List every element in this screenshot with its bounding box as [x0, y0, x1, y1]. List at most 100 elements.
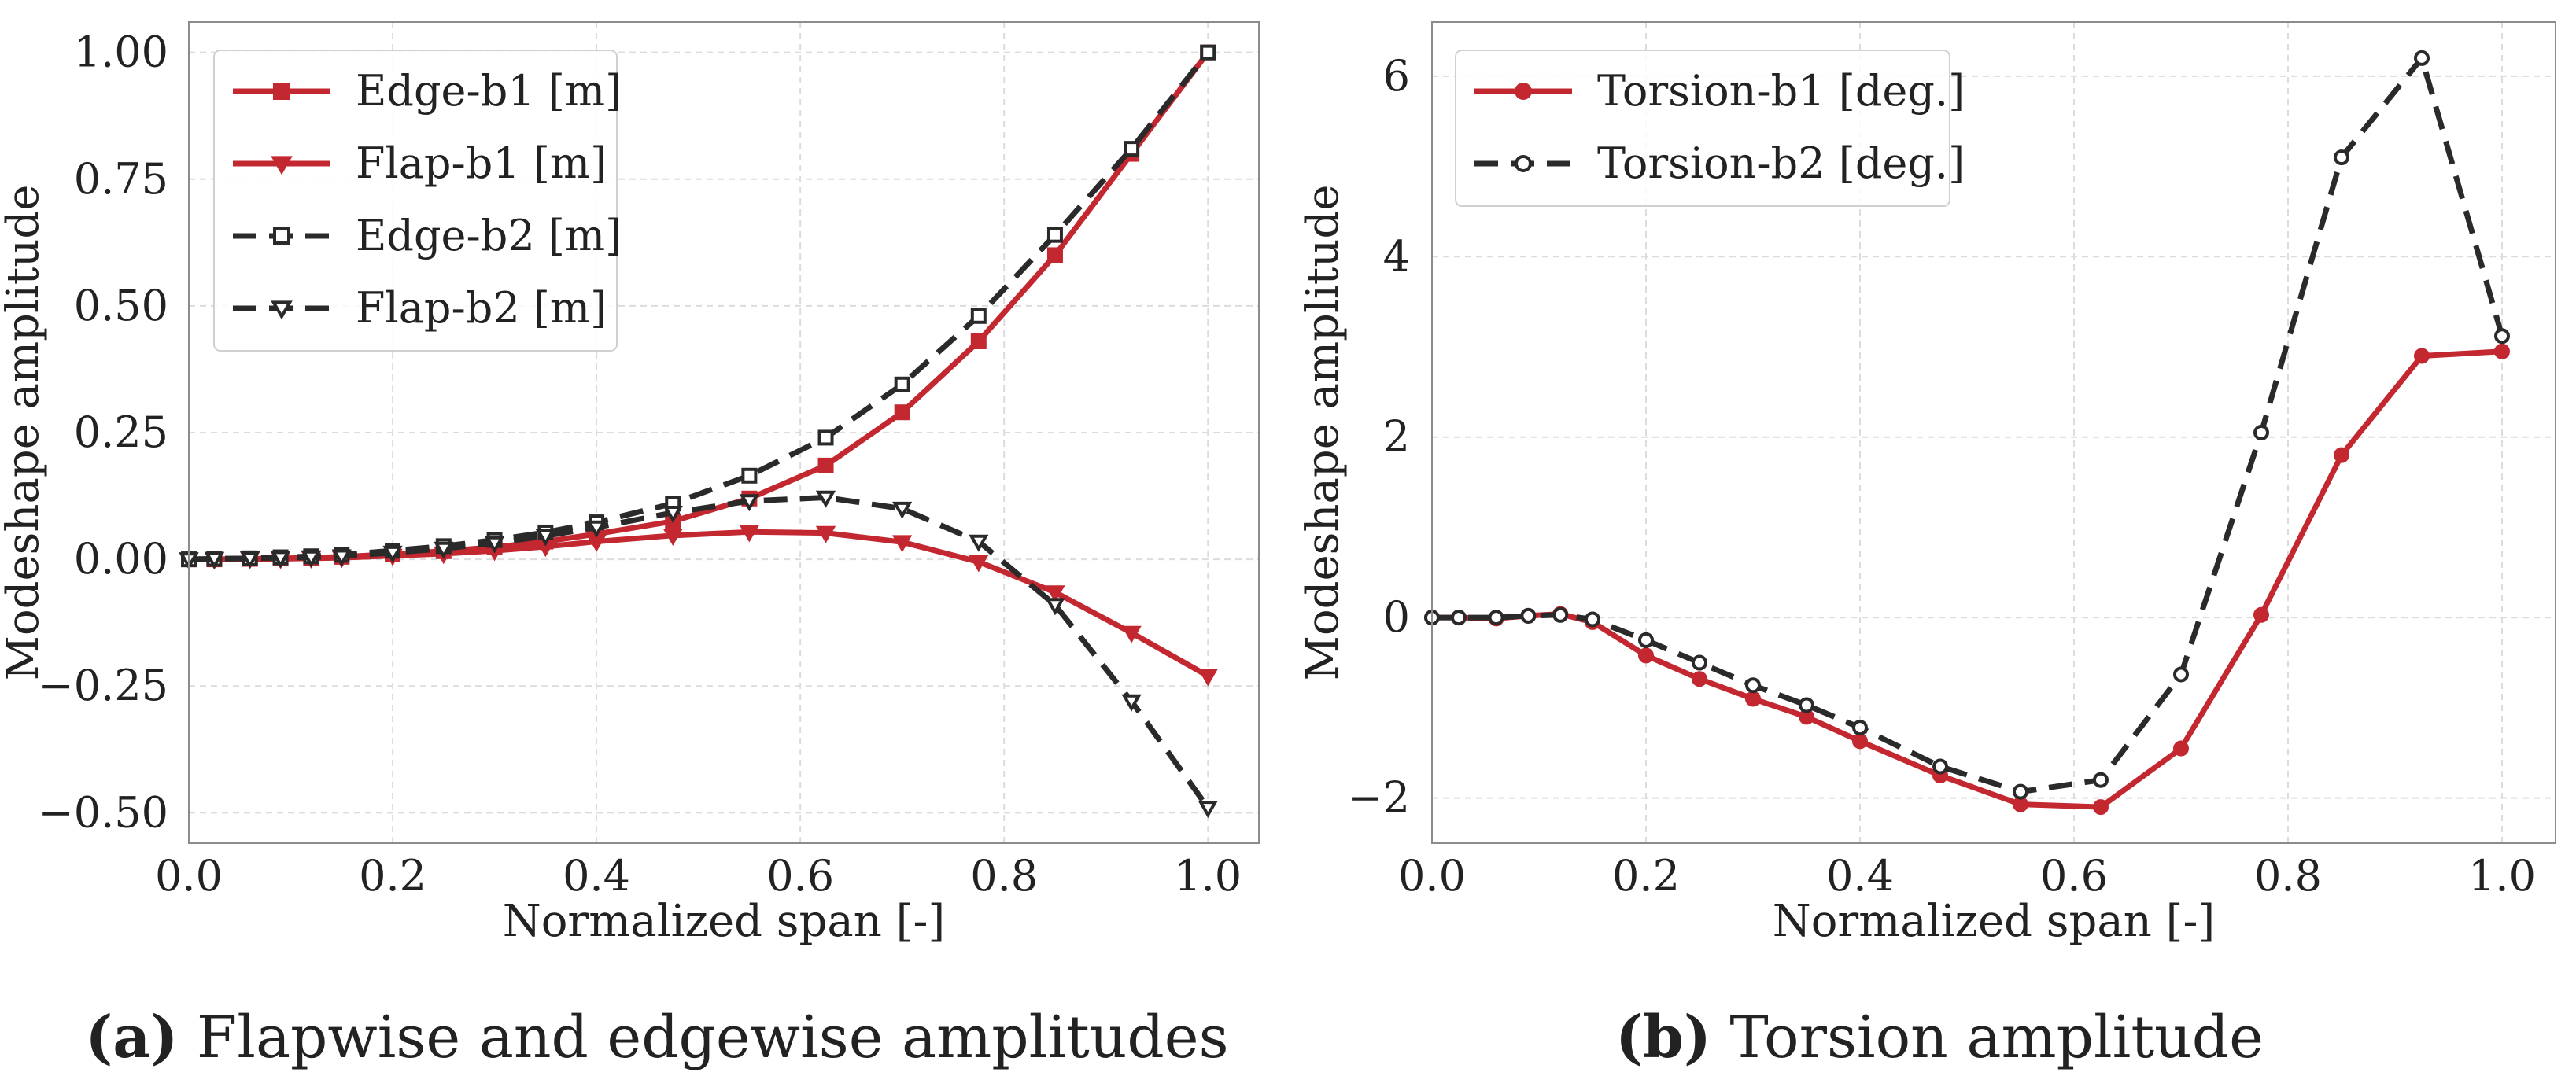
circle-marker	[2093, 772, 2109, 788]
panel-a-chart: 0.0 0.2 0.4 0.6 0.8 1.0 1.00 0.75 0.50 0.25 0.00 −0…	[0, 21, 1260, 947]
circle-marker	[2414, 348, 2430, 364]
triangle-marker	[1198, 669, 1218, 687]
triangle-marker	[662, 506, 683, 524]
legend-label: Edge-b2 [m]	[356, 211, 622, 260]
x-tick-label: 0.8	[970, 851, 1038, 901]
triangle-marker	[434, 541, 454, 559]
caption-a: (a) Flapwise and edgewise amplitudes	[85, 1004, 1228, 1071]
circle-marker	[1585, 611, 1600, 628]
square-marker	[817, 457, 834, 473]
circle-marker	[1515, 83, 1532, 100]
circle-marker	[2494, 343, 2510, 359]
triangle-marker	[969, 534, 989, 552]
y-tick-label: −2	[1347, 773, 1410, 823]
caption-b-tag: (b)	[1615, 1004, 1711, 1071]
triangle-marker	[1045, 598, 1065, 616]
triangle-marker	[1121, 625, 1142, 643]
circle-marker	[2334, 447, 2349, 463]
circle-marker	[1745, 691, 1761, 707]
caption-b: (b) Torsion amplitude	[1615, 1004, 2264, 1071]
triangle-marker	[815, 525, 836, 544]
circle-marker	[1799, 697, 1814, 713]
y-tick-label: 0.00	[74, 534, 168, 584]
circle-marker	[2253, 425, 2269, 440]
square-marker	[1046, 227, 1063, 243]
legend-box	[213, 50, 618, 352]
square-marker	[1046, 247, 1063, 263]
plot-frame	[1431, 21, 2556, 844]
x-tick-label: 0.4	[563, 851, 630, 901]
x-tick-label: 0.0	[155, 851, 223, 901]
triangle-marker	[815, 490, 836, 508]
triangle-marker	[969, 555, 989, 573]
circle-marker	[1932, 758, 1948, 775]
triangle-marker	[301, 550, 322, 568]
square-marker	[741, 467, 758, 484]
square-marker	[1200, 44, 1216, 61]
legend-label: Flap-b2 [m]	[356, 283, 607, 333]
legend-label: Torsion-b1 [deg.]	[1597, 66, 1965, 116]
x-tick-label: 1.0	[2468, 851, 2536, 901]
x-axis-label: Normalized span [-]	[503, 896, 946, 947]
y-tick-label: 0.25	[74, 407, 168, 457]
circle-marker	[2173, 666, 2189, 683]
square-marker	[817, 429, 834, 446]
circle-marker	[2253, 606, 2269, 623]
circle-marker	[1520, 607, 1537, 624]
legend-label: Flap-b1 [m]	[356, 138, 607, 188]
y-tick-label: 2	[1383, 412, 1410, 462]
circle-marker	[2013, 783, 2028, 800]
triangle-marker	[739, 525, 760, 543]
circle-marker	[1852, 720, 1868, 736]
caption-a-text: Flapwise and edgewise amplitudes	[178, 1004, 1228, 1071]
panel-b-chart: 0.0 0.2 0.4 0.6 0.8 1.0 6 4 2 0 −2 Normalized span …	[1297, 21, 2556, 947]
y-tick-label: 6	[1383, 51, 1410, 101]
circle-marker	[1852, 733, 1868, 750]
triangle-marker	[739, 494, 760, 512]
triangle-marker	[1045, 585, 1065, 603]
x-tick-label: 0.2	[1612, 851, 1680, 901]
triangle-marker	[382, 545, 403, 563]
square-marker	[970, 333, 987, 349]
circle-marker	[2173, 740, 2189, 757]
triangle-marker	[271, 300, 293, 320]
square-marker	[273, 83, 290, 100]
y-tick-label: 4	[1383, 231, 1410, 281]
y-tick-label: 1.00	[74, 28, 168, 77]
circle-marker	[1692, 671, 1707, 687]
circle-marker	[2093, 799, 2109, 816]
caption-b-text: Torsion amplitude	[1711, 1004, 2264, 1071]
circle-marker	[1692, 654, 1707, 671]
y-tick-label: −0.50	[39, 787, 168, 837]
triangle-marker	[204, 551, 225, 569]
triangle-marker	[270, 551, 291, 569]
triangle-marker	[586, 520, 607, 538]
y-tick-label: 0.50	[74, 281, 168, 330]
square-marker	[273, 227, 290, 245]
x-tick-label: 0.4	[1826, 851, 1894, 901]
y-axis-label: Modeshape amplitude	[1297, 185, 1349, 681]
circle-marker	[2334, 149, 2349, 166]
circle-marker	[2414, 50, 2430, 66]
square-marker	[894, 404, 910, 421]
circle-marker	[2494, 328, 2510, 345]
y-tick-label: 0.75	[74, 154, 168, 204]
x-tick-label: 0.6	[2040, 851, 2108, 901]
x-tick-label: 0.2	[359, 851, 426, 901]
circle-marker	[1515, 155, 1532, 172]
triangle-marker	[892, 535, 913, 553]
legend-label: Torsion-b2 [deg.]	[1597, 138, 1965, 188]
circle-marker	[1638, 647, 1654, 664]
triangle-marker	[535, 529, 555, 547]
triangle-marker	[892, 501, 913, 519]
triangle-marker	[662, 529, 683, 547]
triangle-marker	[484, 536, 505, 554]
circle-marker	[1552, 606, 1569, 623]
square-marker	[1124, 141, 1140, 157]
legend-box	[1455, 50, 1950, 207]
series-line	[1429, 348, 2505, 810]
triangle-marker	[586, 534, 607, 552]
legend-label: Edge-b1 [m]	[356, 66, 622, 116]
y-tick-label: 0	[1383, 592, 1410, 642]
